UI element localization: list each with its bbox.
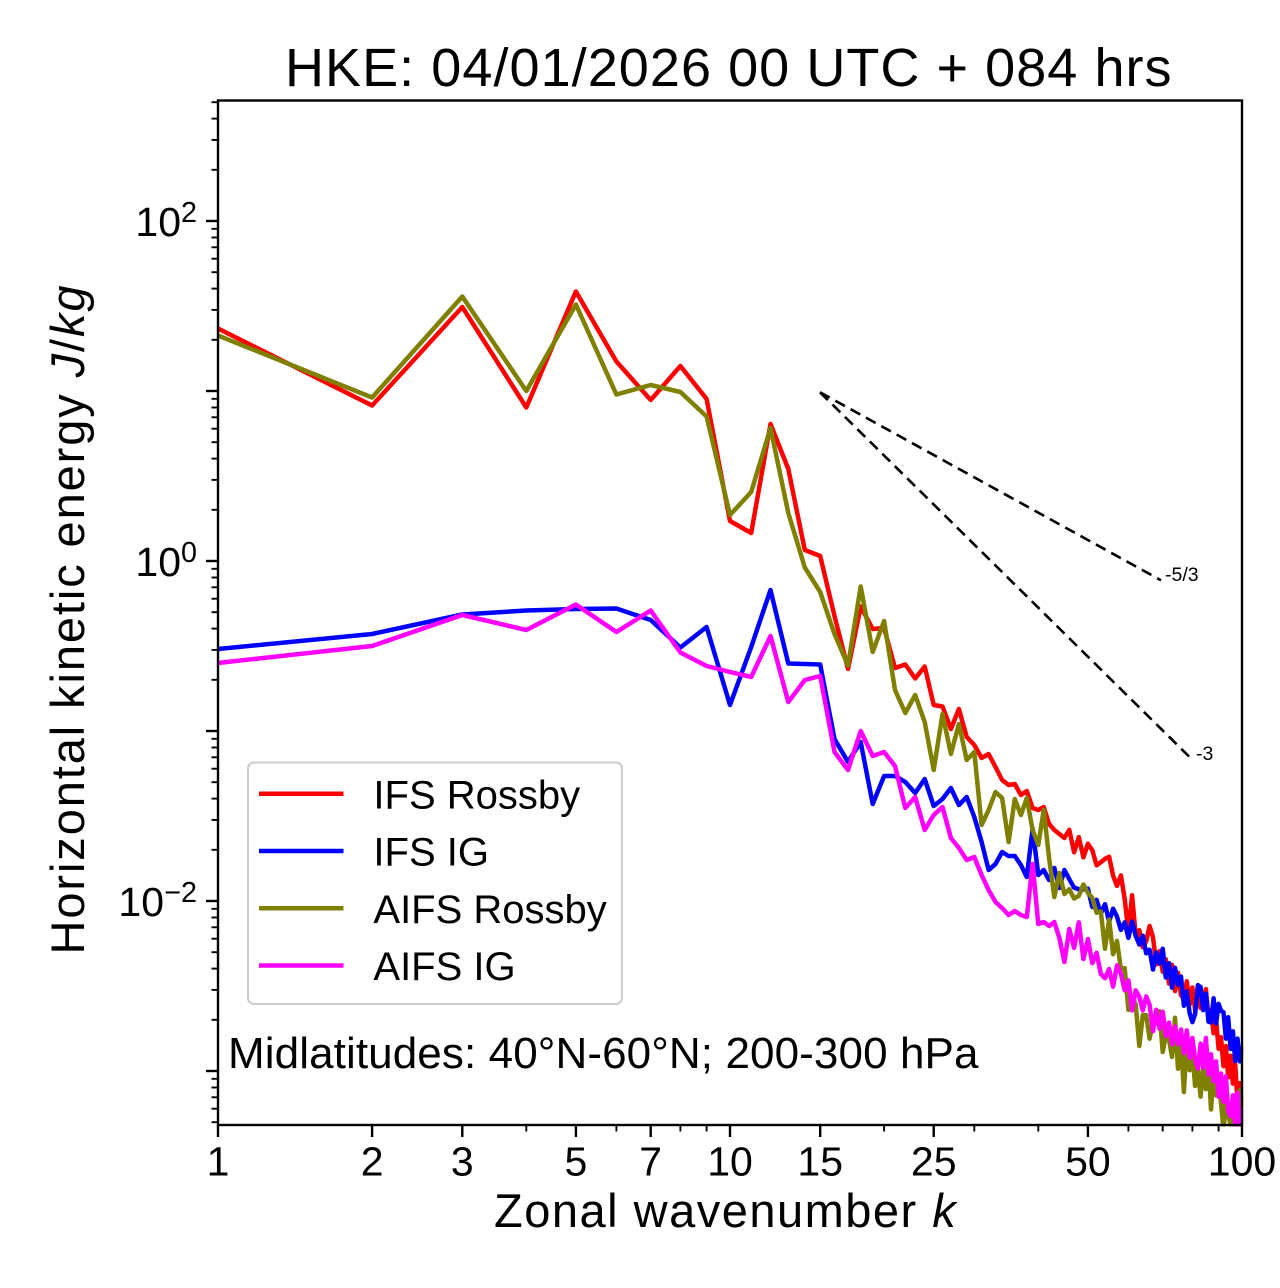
svg-text:25: 25: [911, 1139, 957, 1185]
svg-text:Zonal wavenumber k: Zonal wavenumber k: [494, 1184, 958, 1237]
svg-text:HKE: 04/01/2026 00 UTC + 084 h: HKE: 04/01/2026 00 UTC + 084 hrs: [285, 38, 1173, 98]
svg-text:0: 0: [181, 537, 197, 569]
svg-text:2: 2: [361, 1139, 384, 1185]
svg-text:100: 100: [1208, 1139, 1276, 1185]
svg-text:3: 3: [451, 1139, 474, 1185]
svg-text:AIFS IG: AIFS IG: [373, 945, 515, 989]
svg-text:Midlatitudes: 40°N-60°N; 200-3: Midlatitudes: 40°N-60°N; 200-300 hPa: [228, 1029, 979, 1078]
svg-text:−2: −2: [164, 877, 197, 909]
svg-text:Horizontal kinetic energy J/kg: Horizontal kinetic energy J/kg: [41, 284, 94, 955]
svg-text:-5/3: -5/3: [1165, 564, 1199, 586]
svg-text:-3: -3: [1196, 743, 1213, 765]
svg-text:10: 10: [118, 879, 164, 925]
svg-text:IFS IG: IFS IG: [373, 831, 489, 875]
svg-text:1: 1: [207, 1139, 230, 1185]
svg-text:50: 50: [1065, 1139, 1111, 1185]
svg-text:5: 5: [564, 1139, 587, 1185]
svg-text:10: 10: [135, 539, 181, 585]
svg-text:15: 15: [797, 1139, 843, 1185]
svg-text:AIFS Rossby: AIFS Rossby: [373, 888, 606, 932]
svg-text:10: 10: [707, 1139, 753, 1185]
svg-text:IFS Rossby: IFS Rossby: [373, 773, 580, 817]
svg-text:2: 2: [181, 197, 197, 229]
svg-text:7: 7: [639, 1139, 662, 1185]
svg-text:10: 10: [135, 199, 181, 245]
